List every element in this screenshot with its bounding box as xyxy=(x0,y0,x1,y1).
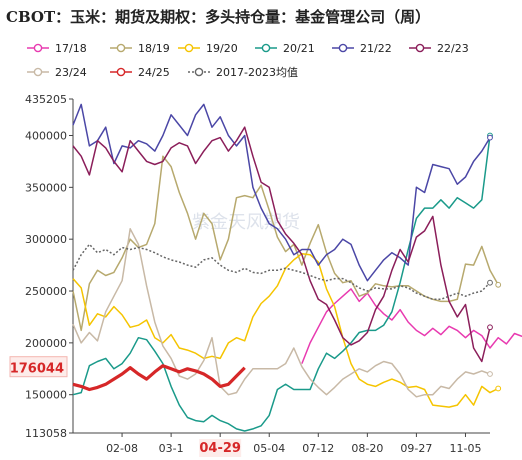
current-value-marker: 176044 xyxy=(9,356,68,378)
series-24-25 xyxy=(72,364,246,392)
legend-label: 24/25 xyxy=(138,66,170,79)
legend-item-23-24[interactable]: 23/24 xyxy=(27,66,87,79)
series-line xyxy=(301,288,522,364)
legend-label: 18/19 xyxy=(138,42,170,55)
series-17-18 xyxy=(301,288,522,364)
series-end-marker xyxy=(487,324,493,331)
series-line xyxy=(72,135,491,432)
x-tick-label: 09-27 xyxy=(400,442,432,455)
legend-item-2017-2023[interactable]: 2017-2023均值 xyxy=(188,66,298,79)
legend-label: 21/22 xyxy=(360,42,392,55)
current-value-label: 176044 xyxy=(10,362,64,377)
series-line xyxy=(72,243,491,301)
legend-marker xyxy=(261,43,271,53)
x-axis: 02-08 03-1 04-29 05-04 07-12 08-20 09-27 11-05 xyxy=(106,433,481,457)
x-highlight-label: 04-29 xyxy=(199,441,241,456)
legend-item-22-23[interactable]: 22/23 xyxy=(409,42,469,55)
series-end-marker xyxy=(495,385,502,392)
series-end-marker xyxy=(495,281,502,288)
y-tick-label: 150000 xyxy=(25,389,67,402)
legend: 17/18 18/19 19/20 20/21 21/22 22/23 23/24 24/25… xyxy=(27,42,469,79)
x-tick-label: 05-04 xyxy=(253,442,285,455)
watermark: 紫金天风期货 xyxy=(192,212,300,233)
series-2017-2023 xyxy=(72,243,493,301)
legend-item-21-22[interactable]: 21/22 xyxy=(332,42,392,55)
legend-item-20-21[interactable]: 20/21 xyxy=(255,42,315,55)
legend-label: 23/24 xyxy=(55,66,87,79)
legend-item-18-19[interactable]: 18/19 xyxy=(110,42,170,55)
series-line xyxy=(72,364,246,392)
series-21-22 xyxy=(72,103,493,282)
y-tick-label: 113058 xyxy=(25,427,67,440)
legend-marker xyxy=(415,43,425,53)
legend-label: 17/18 xyxy=(55,42,87,55)
legend-item-24-25[interactable]: 24/25 xyxy=(110,66,170,79)
series-end-marker xyxy=(487,371,493,377)
chart-title: CBOT：玉米：期货及期权：多头持仓量：基金管理公司（周） xyxy=(6,8,430,26)
legend-marker xyxy=(338,43,348,53)
legend-label: 2017-2023均值 xyxy=(216,66,298,79)
legend-item-17-18[interactable]: 17/18 xyxy=(27,42,87,55)
legend-marker xyxy=(116,67,126,77)
series-23-24 xyxy=(72,228,493,398)
legend-marker xyxy=(33,67,43,77)
legend-marker xyxy=(194,67,204,77)
y-tick-label: 400000 xyxy=(25,130,67,143)
y-axis: 113058 150000 200000 250000 300000 350000 4000… xyxy=(9,93,73,440)
series-line xyxy=(72,126,491,363)
y-tick-label: 435205 xyxy=(25,93,67,106)
series-end-marker xyxy=(487,279,493,286)
y-tick-label: 200000 xyxy=(25,337,67,350)
y-tick-label: 300000 xyxy=(25,233,67,246)
legend-label: 22/23 xyxy=(437,42,469,55)
x-tick-label: 03-1 xyxy=(159,442,184,455)
x-tick-label: 11-05 xyxy=(449,442,481,455)
current-value-box xyxy=(9,356,68,378)
series-22-23 xyxy=(72,126,493,363)
legend-marker xyxy=(184,43,194,53)
plot-area xyxy=(72,99,522,434)
x-tick-label: 08-20 xyxy=(351,442,383,455)
legend-label: 20/21 xyxy=(283,42,315,55)
x-highlight-box xyxy=(199,439,242,457)
legend-marker xyxy=(116,43,126,53)
y-tick-label: 250000 xyxy=(25,285,67,298)
legend-label: 19/20 xyxy=(206,42,238,55)
series-end-marker xyxy=(487,134,493,141)
series-line xyxy=(72,228,491,398)
x-tick-label: 07-12 xyxy=(302,442,334,455)
legend-marker xyxy=(33,43,43,53)
x-tick-label: 02-08 xyxy=(106,442,138,455)
y-tick-label: 350000 xyxy=(25,181,67,194)
series-line xyxy=(72,103,491,282)
legend-item-19-20[interactable]: 19/20 xyxy=(178,42,238,55)
